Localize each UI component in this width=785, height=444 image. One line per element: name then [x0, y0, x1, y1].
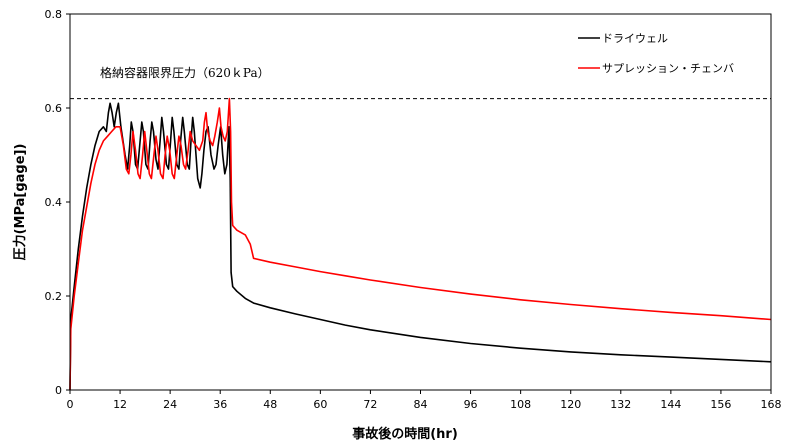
x-tick-label: 60 — [313, 398, 327, 411]
y-tick-label: 0.4 — [45, 196, 63, 209]
x-tick-label: 48 — [263, 398, 277, 411]
y-tick-label: 0.2 — [45, 290, 63, 303]
x-axis: 0 12 24 36 48 60 72 84 96 108 120 132 144 156 168 — [67, 390, 782, 411]
x-tick-label: 108 — [510, 398, 531, 411]
legend-label-2: サプレッション・チェンバ — [602, 62, 734, 75]
series-line-1 — [69, 102, 772, 391]
reference-line-label: 格納容器限界圧力（620ｋPa） — [100, 65, 270, 80]
x-tick-label: 120 — [560, 398, 581, 411]
x-tick-label: 36 — [213, 398, 227, 411]
y-tick-label: 0.8 — [45, 8, 63, 21]
x-tick-label: 168 — [761, 398, 782, 411]
x-tick-label: 144 — [660, 398, 681, 411]
x-tick-label: 72 — [363, 398, 377, 411]
x-tick-label: 132 — [610, 398, 631, 411]
x-tick-label: 24 — [163, 398, 177, 411]
series-group — [69, 97, 772, 391]
x-tick-label: 12 — [113, 398, 127, 411]
x-tick-label: 0 — [67, 398, 74, 411]
series-line-2 — [69, 97, 772, 391]
reference-line-group: 格納容器限界圧力（620ｋPa） — [70, 65, 771, 100]
x-tick-label: 84 — [414, 398, 428, 411]
x-tick-label: 96 — [464, 398, 478, 411]
y-tick-label: 0 — [55, 384, 62, 397]
y-axis-label: 圧力(MPa[gage]) — [12, 144, 28, 261]
x-axis-label: 事故後の時間(hr) — [352, 426, 458, 442]
legend-label-1: ドライウェル — [602, 32, 668, 45]
y-tick-label: 0.6 — [45, 102, 63, 115]
x-tick-label: 156 — [710, 398, 731, 411]
y-axis: 0 0.2 0.4 0.6 0.8 — [45, 8, 70, 397]
